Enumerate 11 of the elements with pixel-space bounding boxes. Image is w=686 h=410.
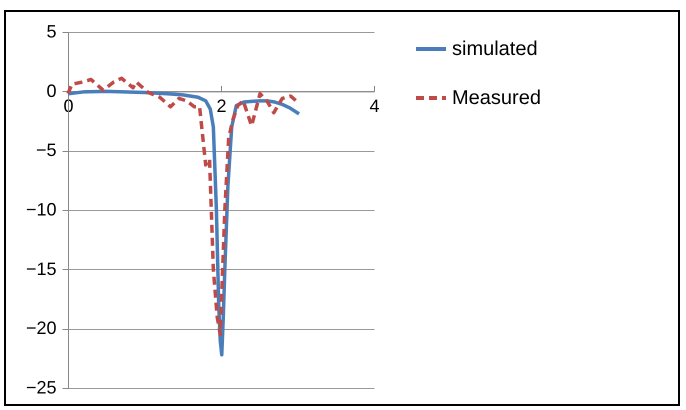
y-tick-label: 0	[46, 80, 56, 101]
y-tick-label: −10	[26, 200, 56, 220]
y-tick-label: −20	[26, 318, 56, 338]
legend-label: simulated	[452, 38, 538, 60]
legend-label: Measured	[452, 87, 541, 109]
x-tick-label: 4	[369, 96, 380, 116]
y-tick-label: −25	[26, 378, 56, 398]
y-tick-label: −15	[26, 258, 56, 279]
x-tick-label: 2	[216, 96, 227, 116]
y-tick-label: −5	[36, 140, 56, 160]
y-tick-label: 5	[46, 22, 56, 42]
